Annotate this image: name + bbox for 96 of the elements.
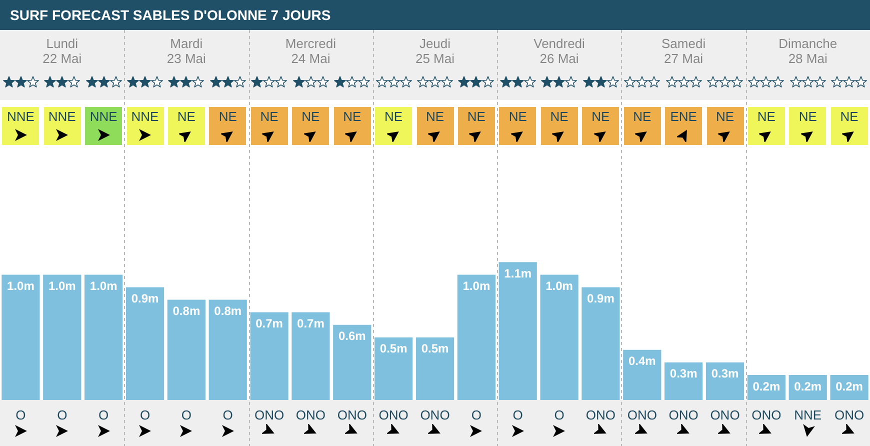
x-tick-label: O bbox=[98, 407, 109, 422]
text: 25 Mai bbox=[414, 51, 456, 66]
bar bbox=[706, 362, 744, 400]
data-label: 0.9m bbox=[131, 292, 159, 306]
x-tick-label: ONO bbox=[752, 407, 782, 422]
data-label: 0.8m bbox=[172, 304, 200, 318]
text: Samedi bbox=[660, 36, 707, 51]
text: NNE bbox=[130, 109, 160, 124]
x-tick-label: O bbox=[512, 407, 523, 422]
data-label: 1.0m bbox=[90, 279, 118, 294]
text: NE bbox=[508, 109, 528, 124]
x-tick-label: O bbox=[57, 407, 68, 422]
x-tick-label: ONO bbox=[420, 407, 450, 422]
text: NE bbox=[259, 109, 280, 124]
bar bbox=[664, 362, 703, 400]
text: NE bbox=[466, 109, 486, 124]
bar bbox=[126, 287, 164, 400]
x-tick-label: ONO bbox=[668, 407, 698, 422]
bar bbox=[416, 337, 454, 400]
text: 24 Mai bbox=[290, 51, 332, 66]
bar bbox=[540, 274, 578, 400]
x-tick-label: O bbox=[554, 407, 564, 422]
bar bbox=[250, 312, 288, 400]
data-label: 0.4m bbox=[628, 354, 656, 368]
bar bbox=[84, 274, 123, 400]
bar bbox=[292, 312, 330, 400]
bar bbox=[623, 350, 662, 400]
text: NE bbox=[756, 109, 776, 124]
bar bbox=[43, 274, 82, 400]
text: ENE bbox=[669, 109, 698, 124]
data-label: 0.7m bbox=[256, 316, 283, 331]
text: NNE bbox=[88, 109, 118, 124]
x-tick-label: ONO bbox=[710, 407, 740, 422]
text: 22 Mai bbox=[42, 51, 83, 66]
data-label: 0.7m bbox=[297, 316, 324, 331]
text: NE bbox=[590, 109, 611, 124]
bar bbox=[167, 300, 206, 400]
x-tick-label: ONO bbox=[337, 407, 367, 422]
text: NE bbox=[218, 109, 238, 124]
data-label: 0.2m bbox=[752, 379, 780, 394]
text: Lundi bbox=[45, 36, 80, 51]
data-label: 1.1m bbox=[504, 266, 532, 280]
data-label: 1.0m bbox=[462, 279, 490, 294]
text: NNE bbox=[47, 109, 77, 124]
data-label: 1.0m bbox=[48, 279, 76, 294]
x-tick-label: ONO bbox=[627, 407, 657, 422]
bar bbox=[498, 262, 537, 400]
x-tick-label: O bbox=[222, 407, 233, 422]
x-tick-label: ONO bbox=[378, 407, 408, 422]
text: Dimanche bbox=[778, 36, 838, 51]
text: 28 Mai bbox=[787, 51, 828, 66]
x-tick-label: O bbox=[471, 407, 482, 422]
data-label: 1.0m bbox=[546, 279, 573, 294]
data-label: 0.9m bbox=[587, 292, 614, 306]
data-label: 0.8m bbox=[214, 304, 242, 318]
bar bbox=[582, 287, 620, 400]
bar bbox=[333, 324, 372, 400]
text: NE bbox=[632, 109, 652, 124]
data-label: 1.0m bbox=[7, 279, 34, 294]
text: NE bbox=[714, 109, 736, 124]
x-tick-label: O bbox=[16, 407, 26, 422]
text: NE bbox=[384, 109, 404, 124]
x-tick-label: O bbox=[140, 407, 150, 422]
x-tick-label: ONO bbox=[254, 407, 284, 422]
data-label: 0.3m bbox=[670, 366, 698, 381]
text: 23 Mai bbox=[166, 51, 207, 66]
text: 27 Mai bbox=[663, 51, 704, 66]
text: NE bbox=[798, 109, 818, 124]
bar bbox=[374, 337, 413, 400]
text: NE bbox=[839, 109, 860, 124]
chart-title: SURF FORECAST SABLES D'OLONNE 7 JOURS bbox=[0, 0, 870, 30]
text: NNE bbox=[6, 109, 36, 124]
data-label: 0.2m bbox=[836, 379, 863, 394]
text: NE bbox=[176, 109, 196, 124]
data-label: 0.5m bbox=[421, 342, 449, 356]
x-tick-label: NNE bbox=[794, 407, 822, 422]
x-tick-label: O bbox=[181, 407, 192, 422]
data-label: 0.6m bbox=[338, 329, 366, 344]
data-label: 0.5m bbox=[380, 342, 408, 356]
text: Mardi bbox=[169, 36, 204, 51]
text: NE bbox=[424, 109, 446, 124]
x-tick-label: ONO bbox=[296, 407, 326, 422]
x-tick-label: ONO bbox=[834, 407, 864, 422]
text: Vendredi bbox=[532, 36, 586, 51]
bar bbox=[208, 300, 247, 400]
text: NE bbox=[300, 109, 321, 124]
text: Mercredi bbox=[284, 36, 337, 51]
text: NE bbox=[342, 109, 362, 124]
data-label: 0.3m bbox=[711, 366, 739, 381]
text: NE bbox=[549, 109, 570, 124]
bar bbox=[457, 274, 496, 400]
text: Jeudi bbox=[418, 36, 452, 51]
data-label: 0.2m bbox=[794, 379, 822, 394]
bar bbox=[2, 274, 40, 400]
text: 26 Mai bbox=[538, 51, 580, 66]
x-tick-label: ONO bbox=[586, 407, 616, 422]
